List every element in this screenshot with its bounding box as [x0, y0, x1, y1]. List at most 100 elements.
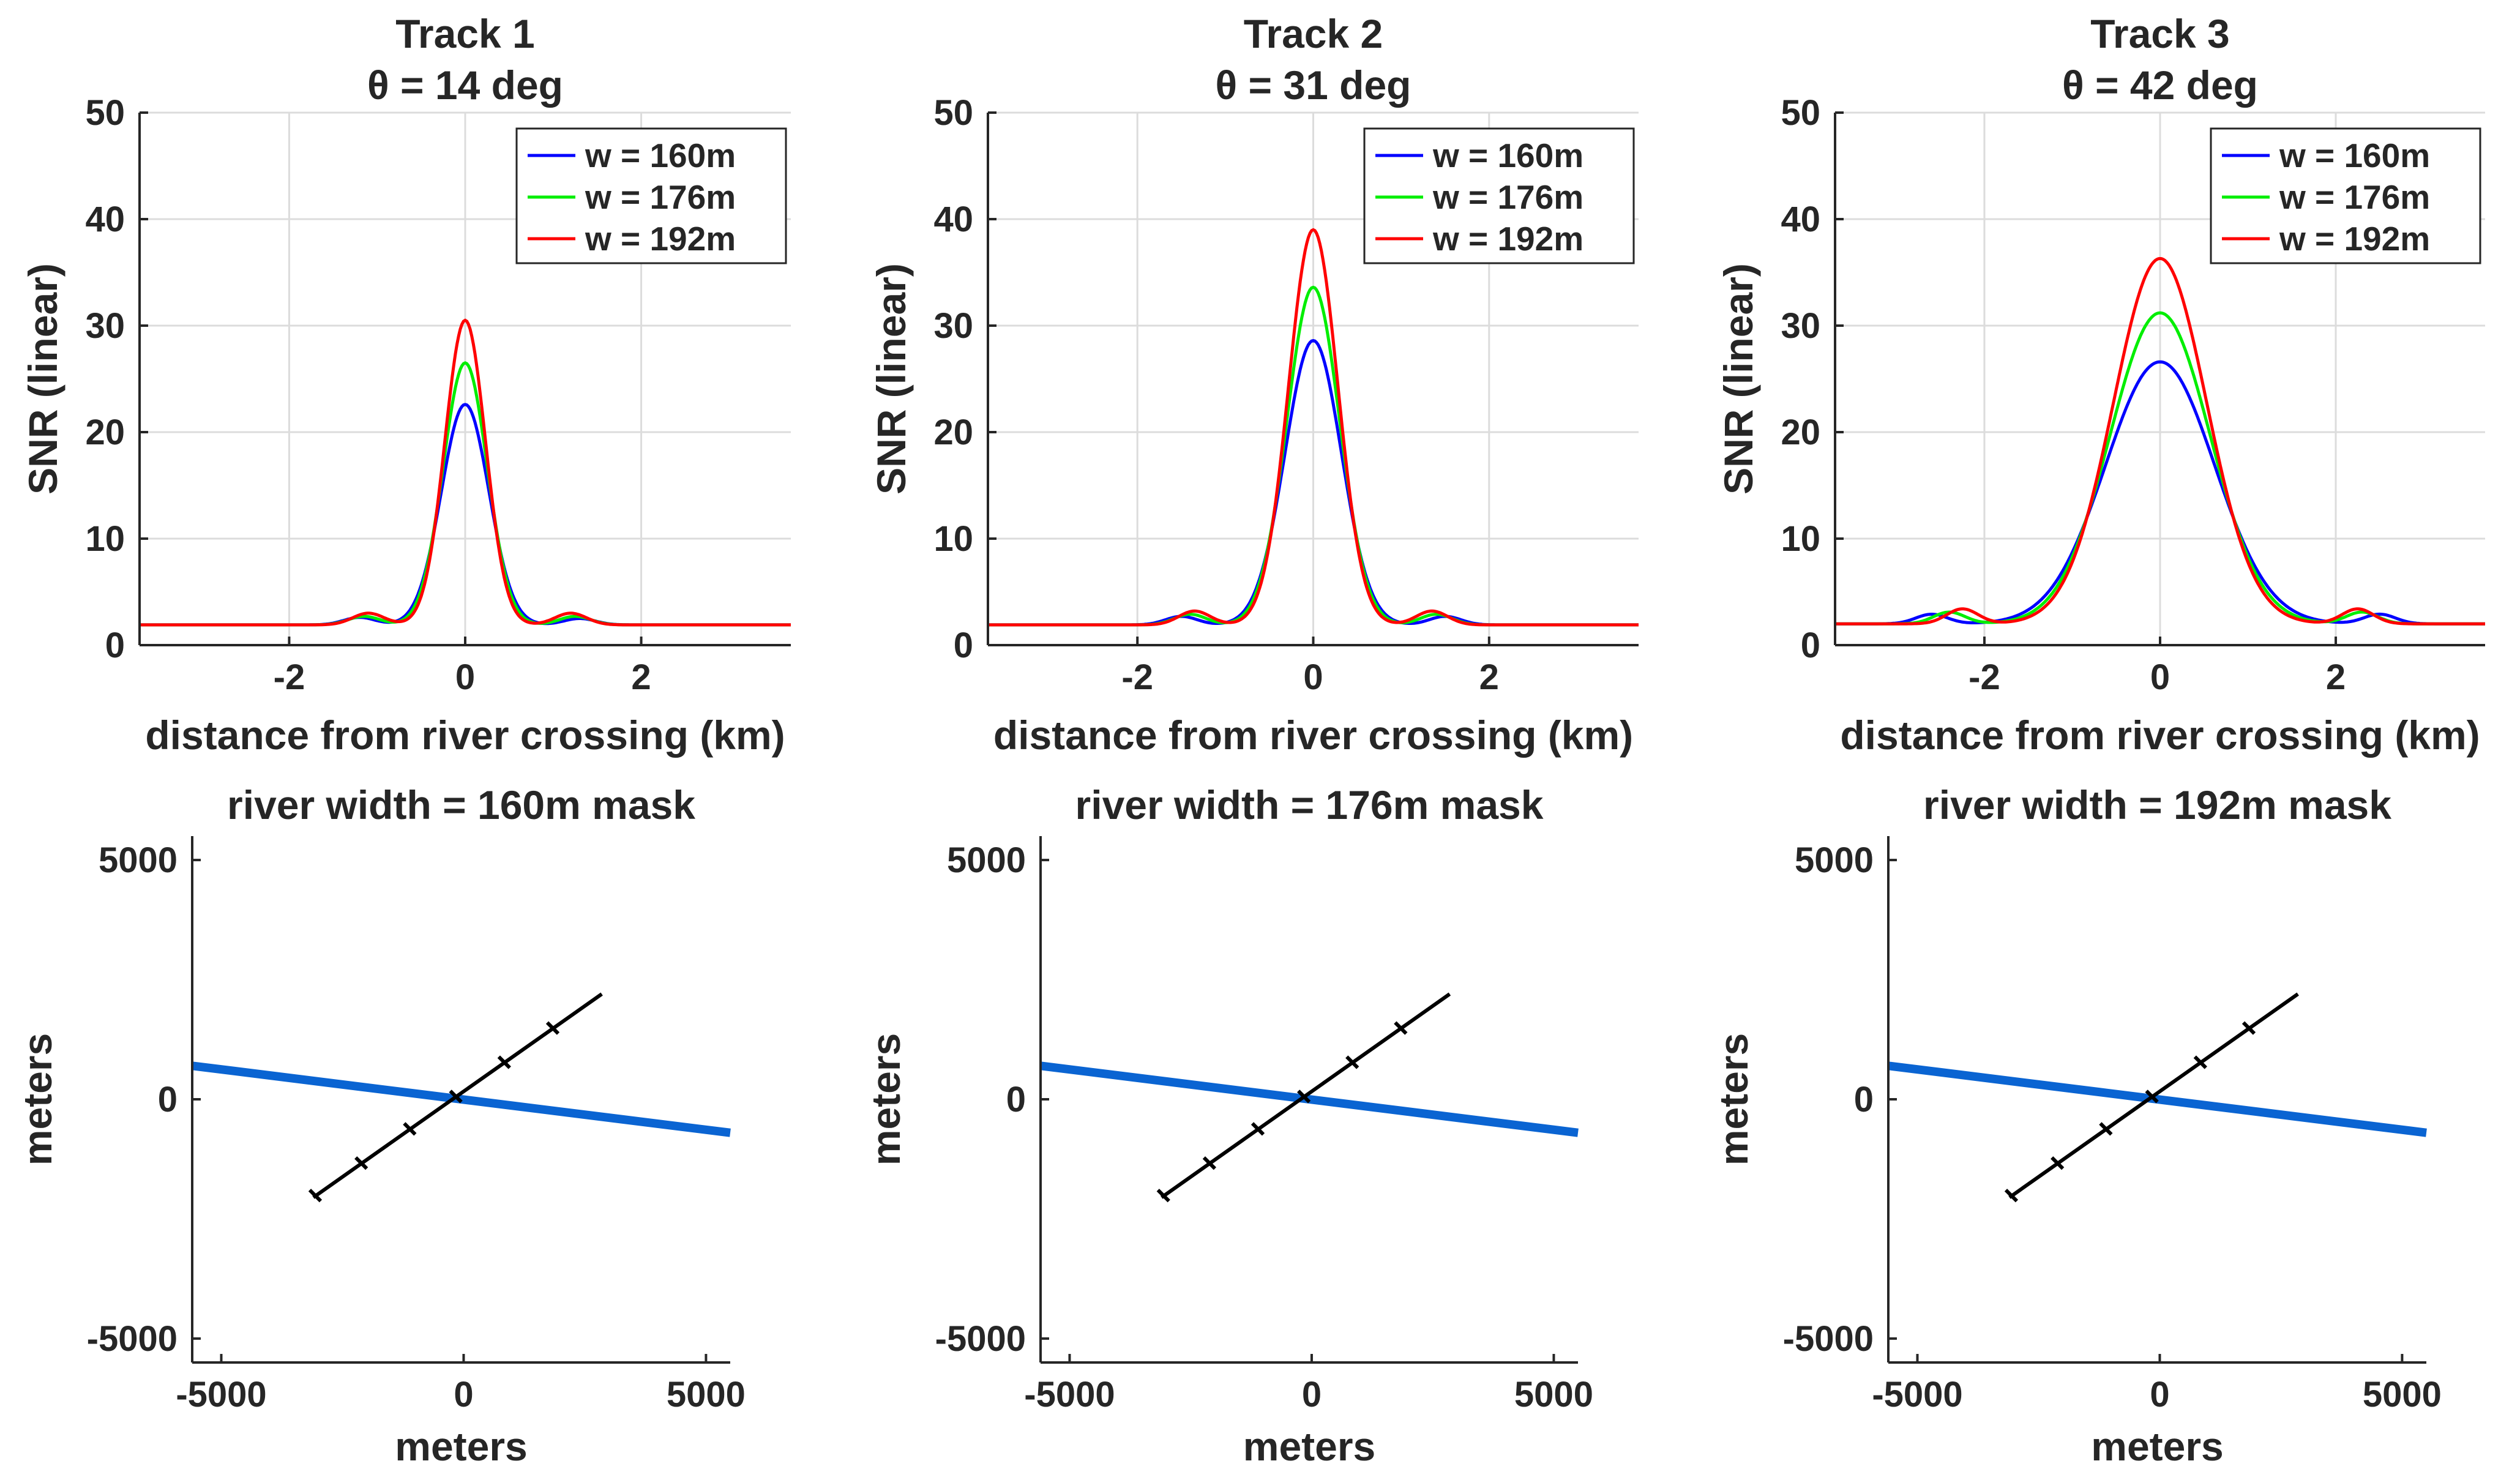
x-tick-label: -5000 [1872, 1375, 1962, 1415]
series-line-3 [140, 318, 791, 627]
x-tick-label: 5000 [667, 1375, 746, 1415]
y-tick-label: 0 [105, 626, 125, 665]
track-marker [497, 1055, 511, 1069]
legend-entry: w = 176m [1432, 178, 1583, 216]
track-marker [1156, 1189, 1170, 1203]
y-axis-label: meters [863, 1033, 908, 1165]
legend-entry: w = 160m [585, 136, 736, 174]
x-axis-label: distance from river crossing (km) [993, 712, 1633, 758]
mask-plot-3: -5000 0 5000 -5000 0 5000 river width = 192m m… [1711, 782, 2442, 1469]
y-tick-label: 40 [933, 200, 973, 239]
legend: w = 160m w = 176m w = 192m [2210, 127, 2481, 264]
mask-plot-1: -5000 0 5000 -5000 0 5000 river width = 160m m… [15, 782, 746, 1469]
legend-entry: w = 160m [2279, 136, 2430, 174]
x-tick-label: -2 [1969, 657, 2000, 697]
y-tick-label: 0 [158, 1080, 178, 1119]
legend-entry: w = 192m [2279, 220, 2430, 258]
legend-entry: w = 192m [1432, 220, 1583, 258]
chart-title: river width = 160m mask [227, 782, 695, 828]
y-tick-label: 5000 [1795, 840, 1874, 880]
y-tick-label: 50 [85, 93, 125, 133]
y-tick-label: 40 [85, 200, 125, 239]
y-tick-label: 40 [1781, 200, 1820, 239]
y-tick-label: 10 [85, 519, 125, 559]
x-axis-label: distance from river crossing (km) [1840, 712, 2480, 758]
track-marker [1345, 1055, 1359, 1069]
legend-entry: w = 176m [2279, 178, 2430, 216]
x-tick-label: 0 [1302, 1375, 1322, 1415]
x-tick-label: 2 [1479, 657, 1499, 697]
x-tick-label: -5000 [176, 1375, 266, 1415]
chart-title: Track 1 [395, 11, 535, 56]
y-axis-label: SNR (linear) [1716, 263, 1761, 495]
chart-title: Track 2 [1244, 11, 1383, 56]
track-marker [1297, 1089, 1311, 1104]
chart-subtitle: θ = 14 deg [367, 62, 563, 108]
series-line-3 [1835, 256, 2485, 626]
y-tick-label: 10 [1781, 519, 1820, 559]
y-tick-label: 0 [1006, 1080, 1026, 1119]
chart-title: Track 3 [2090, 11, 2230, 56]
y-tick-label: 50 [1781, 93, 1820, 133]
x-tick-label: 0 [2150, 657, 2170, 697]
legend: w = 160m w = 176m w = 192m [1363, 127, 1635, 264]
track-marker [2193, 1055, 2207, 1069]
y-tick-label: -5000 [87, 1319, 178, 1359]
chart-subtitle: θ = 31 deg [1216, 62, 1411, 108]
track-marker [2145, 1089, 2159, 1104]
y-tick-label: 20 [933, 413, 973, 452]
x-tick-label: -2 [1121, 657, 1153, 697]
legend-entry: w = 160m [1432, 136, 1583, 174]
y-tick-label: 50 [933, 93, 973, 133]
track-marker [1202, 1156, 1217, 1170]
x-axis-label: meters [395, 1424, 527, 1469]
chart-subtitle: θ = 42 deg [2062, 62, 2258, 108]
series-line-3 [988, 228, 1639, 627]
track-marker [2099, 1122, 2113, 1136]
track-marker [308, 1189, 323, 1203]
track-marker [2004, 1189, 2019, 1203]
x-tick-label: -2 [274, 657, 305, 697]
y-tick-label: 20 [1781, 413, 1820, 452]
legend-entry: w = 176m [585, 178, 736, 216]
y-axis-label: SNR (linear) [20, 263, 65, 495]
track-marker [2241, 1021, 2256, 1035]
y-tick-label: 0 [1854, 1080, 1874, 1119]
x-tick-label: 5000 [2363, 1375, 2442, 1415]
x-tick-label: 0 [454, 1375, 473, 1415]
track-marker [449, 1089, 463, 1104]
y-tick-label: 30 [85, 306, 125, 346]
x-tick-label: -5000 [1024, 1375, 1115, 1415]
y-axis-label: meters [1711, 1033, 1756, 1165]
y-tick-label: 30 [933, 306, 973, 346]
y-tick-label: 5000 [947, 840, 1026, 880]
x-tick-label: 5000 [1514, 1375, 1593, 1415]
x-tick-label: 0 [455, 657, 475, 697]
y-tick-label: -5000 [1783, 1319, 1874, 1359]
track-marker [545, 1021, 560, 1035]
y-tick-label: -5000 [935, 1319, 1026, 1359]
y-tick-label: 20 [85, 413, 125, 452]
legend: w = 160m w = 176m w = 192m [515, 127, 787, 264]
y-axis-label: SNR (linear) [869, 263, 914, 495]
track-marker [2051, 1156, 2065, 1170]
legend-entry: w = 192m [585, 220, 736, 258]
chart-title: river width = 192m mask [1923, 782, 2391, 828]
x-axis-label: meters [1243, 1424, 1375, 1469]
track-marker [1251, 1122, 1265, 1136]
x-axis-label: meters [2091, 1424, 2223, 1469]
y-tick-label: 0 [954, 626, 973, 665]
track-marker [354, 1156, 368, 1170]
x-tick-label: 0 [1303, 657, 1323, 697]
y-axis-label: meters [15, 1033, 60, 1165]
y-tick-label: 5000 [99, 840, 178, 880]
track-marker [403, 1122, 417, 1136]
track-marker [1394, 1021, 1408, 1035]
chart-title: river width = 176m mask [1075, 782, 1544, 828]
x-axis-label: distance from river crossing (km) [145, 712, 785, 758]
x-tick-label: 2 [2326, 657, 2346, 697]
y-tick-label: 30 [1781, 306, 1820, 346]
